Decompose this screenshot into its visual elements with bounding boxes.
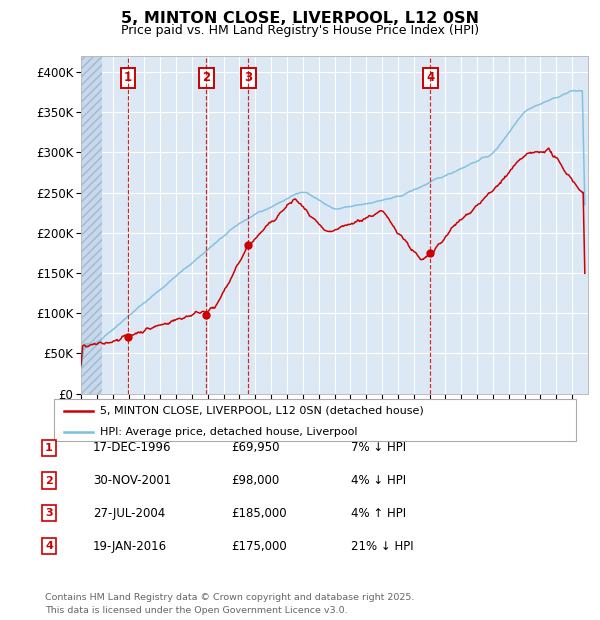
Text: 21% ↓ HPI: 21% ↓ HPI (351, 540, 413, 552)
Text: 19-JAN-2016: 19-JAN-2016 (93, 540, 167, 552)
Text: 7% ↓ HPI: 7% ↓ HPI (351, 441, 406, 454)
Text: 4: 4 (45, 541, 53, 551)
Text: 4% ↑ HPI: 4% ↑ HPI (351, 507, 406, 520)
Text: £185,000: £185,000 (231, 507, 287, 520)
Text: 1: 1 (45, 443, 53, 453)
Text: 4: 4 (426, 71, 434, 84)
Text: 3: 3 (244, 71, 253, 84)
Text: 2: 2 (45, 476, 53, 485)
Text: Contains HM Land Registry data © Crown copyright and database right 2025.
This d: Contains HM Land Registry data © Crown c… (45, 593, 415, 615)
Text: 27-JUL-2004: 27-JUL-2004 (93, 507, 165, 520)
Text: 5, MINTON CLOSE, LIVERPOOL, L12 0SN: 5, MINTON CLOSE, LIVERPOOL, L12 0SN (121, 11, 479, 25)
Text: HPI: Average price, detached house, Liverpool: HPI: Average price, detached house, Live… (100, 427, 358, 437)
Text: 1: 1 (124, 71, 132, 84)
Bar (81, 56, 101, 394)
Text: 4% ↓ HPI: 4% ↓ HPI (351, 474, 406, 487)
Text: 17-DEC-1996: 17-DEC-1996 (93, 441, 172, 454)
Text: £69,950: £69,950 (231, 441, 280, 454)
Text: 3: 3 (45, 508, 53, 518)
Text: Price paid vs. HM Land Registry's House Price Index (HPI): Price paid vs. HM Land Registry's House … (121, 24, 479, 37)
Text: 30-NOV-2001: 30-NOV-2001 (93, 474, 171, 487)
Text: 2: 2 (202, 71, 211, 84)
Text: £175,000: £175,000 (231, 540, 287, 552)
Text: 5, MINTON CLOSE, LIVERPOOL, L12 0SN (detached house): 5, MINTON CLOSE, LIVERPOOL, L12 0SN (det… (100, 405, 424, 415)
Text: £98,000: £98,000 (231, 474, 279, 487)
